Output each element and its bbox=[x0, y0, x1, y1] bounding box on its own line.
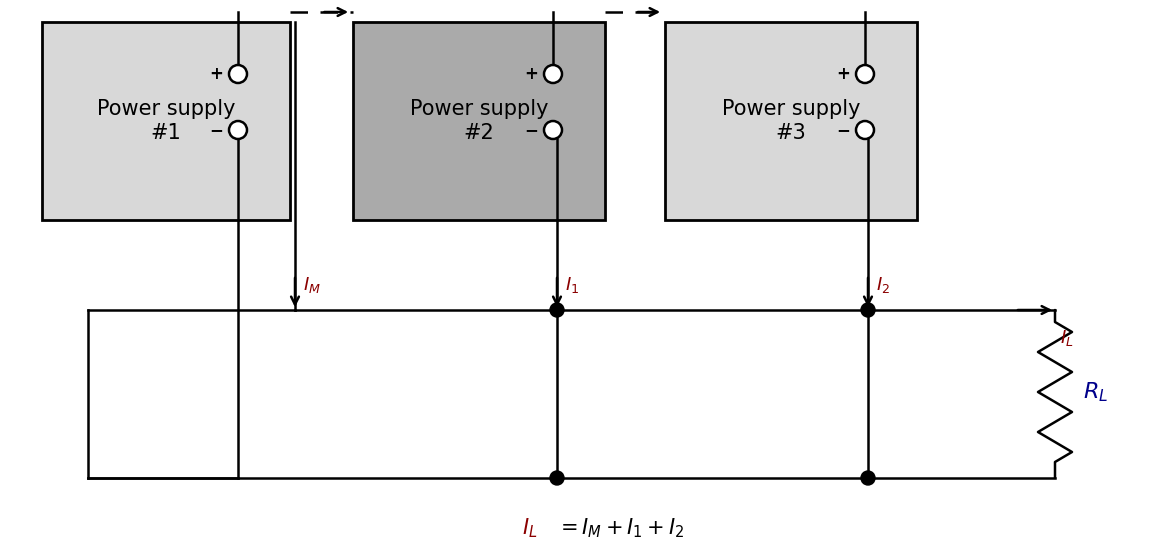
Circle shape bbox=[550, 471, 564, 485]
Bar bbox=[665, 22, 916, 220]
Text: $I_L$: $I_L$ bbox=[1059, 328, 1073, 348]
Text: $R_L$: $R_L$ bbox=[1083, 380, 1108, 404]
Circle shape bbox=[861, 471, 875, 485]
Text: $I_2$: $I_2$ bbox=[876, 275, 890, 295]
Circle shape bbox=[544, 65, 562, 83]
Text: $= I_M + I_1 + I_2$: $= I_M + I_1 + I_2$ bbox=[556, 516, 684, 540]
Text: $I_M$: $I_M$ bbox=[304, 275, 321, 295]
Circle shape bbox=[550, 303, 564, 317]
Circle shape bbox=[856, 65, 875, 83]
Circle shape bbox=[229, 121, 247, 139]
Text: −: − bbox=[209, 121, 223, 139]
Text: −: − bbox=[836, 121, 850, 139]
Text: Power supply
#1: Power supply #1 bbox=[97, 99, 235, 143]
Text: +: + bbox=[209, 65, 223, 83]
Text: −: − bbox=[525, 121, 538, 139]
Text: +: + bbox=[525, 65, 538, 83]
Circle shape bbox=[856, 121, 875, 139]
Text: Power supply
#2: Power supply #2 bbox=[409, 99, 548, 143]
Bar bbox=[354, 22, 605, 220]
Text: $I_1$: $I_1$ bbox=[565, 275, 579, 295]
Circle shape bbox=[229, 65, 247, 83]
Circle shape bbox=[544, 121, 562, 139]
Text: $I_L$: $I_L$ bbox=[522, 516, 537, 540]
Bar bbox=[42, 22, 290, 220]
Circle shape bbox=[861, 303, 875, 317]
Text: Power supply
#3: Power supply #3 bbox=[722, 99, 861, 143]
Text: +: + bbox=[836, 65, 850, 83]
